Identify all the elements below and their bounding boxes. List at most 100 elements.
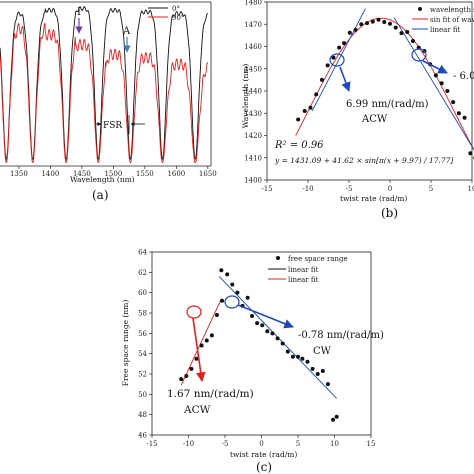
panel-b-x-tick-label: 10: [468, 185, 474, 193]
legend-free-space-range-label: free space range: [288, 255, 348, 263]
panel-b-data-point: [365, 21, 370, 26]
panel-a-x-tick-label: 1600: [167, 170, 185, 178]
panel-c-y-tick-label: 62: [138, 269, 147, 277]
panel-a: 1350 1400 1450 1500 1550 1600 1650 0° 90° I A …: [0, 1, 217, 202]
panel-b-data-point: [405, 30, 410, 35]
panel-c-data-point: [300, 356, 305, 361]
panel-c-data-point: [219, 268, 224, 273]
panel-c-slope-left-text: 1.67 nm/(rad/m): [167, 388, 254, 400]
panel-b-y-tick-label: 1480: [244, 0, 262, 7]
panel-c-x-tick-label: 0: [259, 440, 263, 448]
panel-b-data-point: [319, 77, 324, 82]
panel-b-data-point: [462, 115, 467, 120]
legend-0deg-label: 0°: [172, 5, 180, 13]
panel-b-legend: wavelength sh sin fit of wavele linear f…: [412, 6, 474, 34]
panel-b-x-tick-label: 5: [429, 185, 433, 193]
panel-c-x-tick-label: 10: [330, 440, 339, 448]
annotation-a: A: [122, 26, 131, 37]
panel-c-data-point: [179, 377, 184, 382]
panel-b-data-point: [370, 19, 375, 24]
legend-free-space-range-swatch: [276, 256, 280, 260]
panel-c-right-highlight-circle: [224, 295, 240, 309]
panel-c-data-point: [325, 382, 330, 387]
panel-b-data-point: [410, 38, 415, 43]
panel-c-data-point: [265, 329, 270, 334]
panel-b-y-tick-label: 1460: [244, 43, 262, 51]
panel-c-data-point: [310, 366, 315, 371]
panel-c-data-point: [194, 356, 199, 361]
panel-b: -15 -10 -5 0 5 10 1400 1410 1420 1430 1440 1450 1460…: [241, 0, 474, 220]
panel-a-x-tick-label: 1450: [73, 170, 91, 178]
panel-c-slope-left-direction: ACW: [183, 404, 211, 416]
panel-c-data-point: [315, 372, 320, 376]
panel-b-data-point: [382, 20, 387, 25]
panel-b-y-tick-label: 1410: [244, 154, 262, 162]
panel-b-data-point: [376, 17, 381, 22]
panel-b-y-tick-label: 1470: [244, 21, 262, 29]
panel-c-right-slope-arrow: [237, 304, 294, 329]
legend-linear-fit-black-label: linear fit: [288, 266, 319, 274]
panel-c-data-point: [214, 313, 219, 318]
panel-c-xlabel: twist rate (rad/m): [230, 450, 297, 459]
panel-c-data-point: [225, 272, 230, 277]
series-90deg-line: [0, 22, 209, 163]
panel-b-right-slope-arrow: [422, 60, 448, 74]
panel-b-data-point: [342, 41, 347, 46]
panel-b-y-tick-label: 1430: [244, 110, 262, 118]
panel-b-sin-fit-curve: [295, 17, 474, 151]
panel-c-y-tick-label: 60: [138, 289, 147, 297]
panel-b-equation: y = 1431.09 + 41.62 × sin[π(x + 9.97) / …: [274, 156, 453, 165]
panel-b-x-tick-label: -5: [346, 185, 353, 193]
panel-c-data-point: [320, 368, 325, 373]
panel-c-data-point: [199, 343, 204, 348]
panel-c-slope-right-direction: CW: [313, 346, 332, 357]
panel-a-x-tick-label: 1400: [41, 170, 59, 178]
panel-c-data-point: [275, 336, 280, 341]
panel-b-x-tick-label: 0: [388, 185, 392, 193]
panel-b-data-point: [393, 25, 398, 30]
panel-c-slope-right-text: -0.78 nm/(rad/m): [298, 330, 384, 341]
panel-b-y-tick-label: 1400: [244, 177, 262, 185]
panel-b-data-point: [439, 81, 444, 86]
panel-b-x-tick-label: -10: [302, 185, 313, 193]
panel-b-data-point: [347, 30, 352, 35]
panel-b-data-point: [433, 73, 438, 78]
panel-c-data-point: [296, 354, 300, 359]
panel-c-ylabel: Free space range (nm): [121, 300, 130, 387]
panel-c-x-tick-label: -5: [222, 440, 229, 448]
panel-b-data-point: [468, 151, 473, 156]
panel-c-data-point: [245, 295, 250, 300]
panel-b-y-tick-label: 1450: [244, 65, 262, 73]
panel-a-x-tick-label: 1500: [104, 170, 122, 178]
panel-b-linear-fit-left: [311, 8, 366, 112]
panel-b-data-point: [314, 92, 319, 97]
panel-b-data-point: [296, 117, 301, 122]
panel-c-x-tick-label: -10: [183, 440, 194, 448]
panel-c-data-point: [184, 374, 189, 379]
panel-c-data-point: [270, 331, 275, 336]
panel-c-y-tick-label: 48: [138, 411, 147, 419]
panel-c-legend: free space range linear fit linear fit: [268, 255, 348, 284]
panel-b-left-highlight-circle: [329, 53, 345, 67]
panel-c-data-point: [260, 323, 265, 328]
panel-b-data-point: [359, 22, 364, 27]
panel-b-data-point: [451, 100, 456, 105]
panel-c-x-tick-label: 5: [296, 440, 300, 448]
panel-b-x-tick-label: -15: [261, 185, 272, 193]
panel-c-y-tick-label: 58: [138, 310, 147, 318]
panel-b-right-highlight-circle: [411, 48, 427, 62]
legend-wavelength-shift-swatch: [418, 7, 422, 11]
panel-c-left-highlight-circle: [186, 305, 202, 319]
panel-c-caption: (c): [256, 460, 272, 474]
panel-b-left-slope-arrow: [339, 66, 351, 92]
panel-b-xlabel: twist rate (rad/m): [340, 194, 407, 203]
panel-b-data-point: [445, 89, 450, 93]
panel-a-x-ticks: 1350 1400 1450 1500 1550 1600 1650: [10, 166, 217, 178]
panel-c-data-point: [280, 341, 285, 346]
legend-linear-fit-label: linear fit: [430, 26, 461, 34]
legend-linear-fit-red-label: linear fit: [288, 276, 319, 284]
panel-c-data-point: [230, 282, 235, 287]
panel-c-data-point: [334, 414, 339, 419]
panel-b-data-point: [337, 45, 342, 50]
